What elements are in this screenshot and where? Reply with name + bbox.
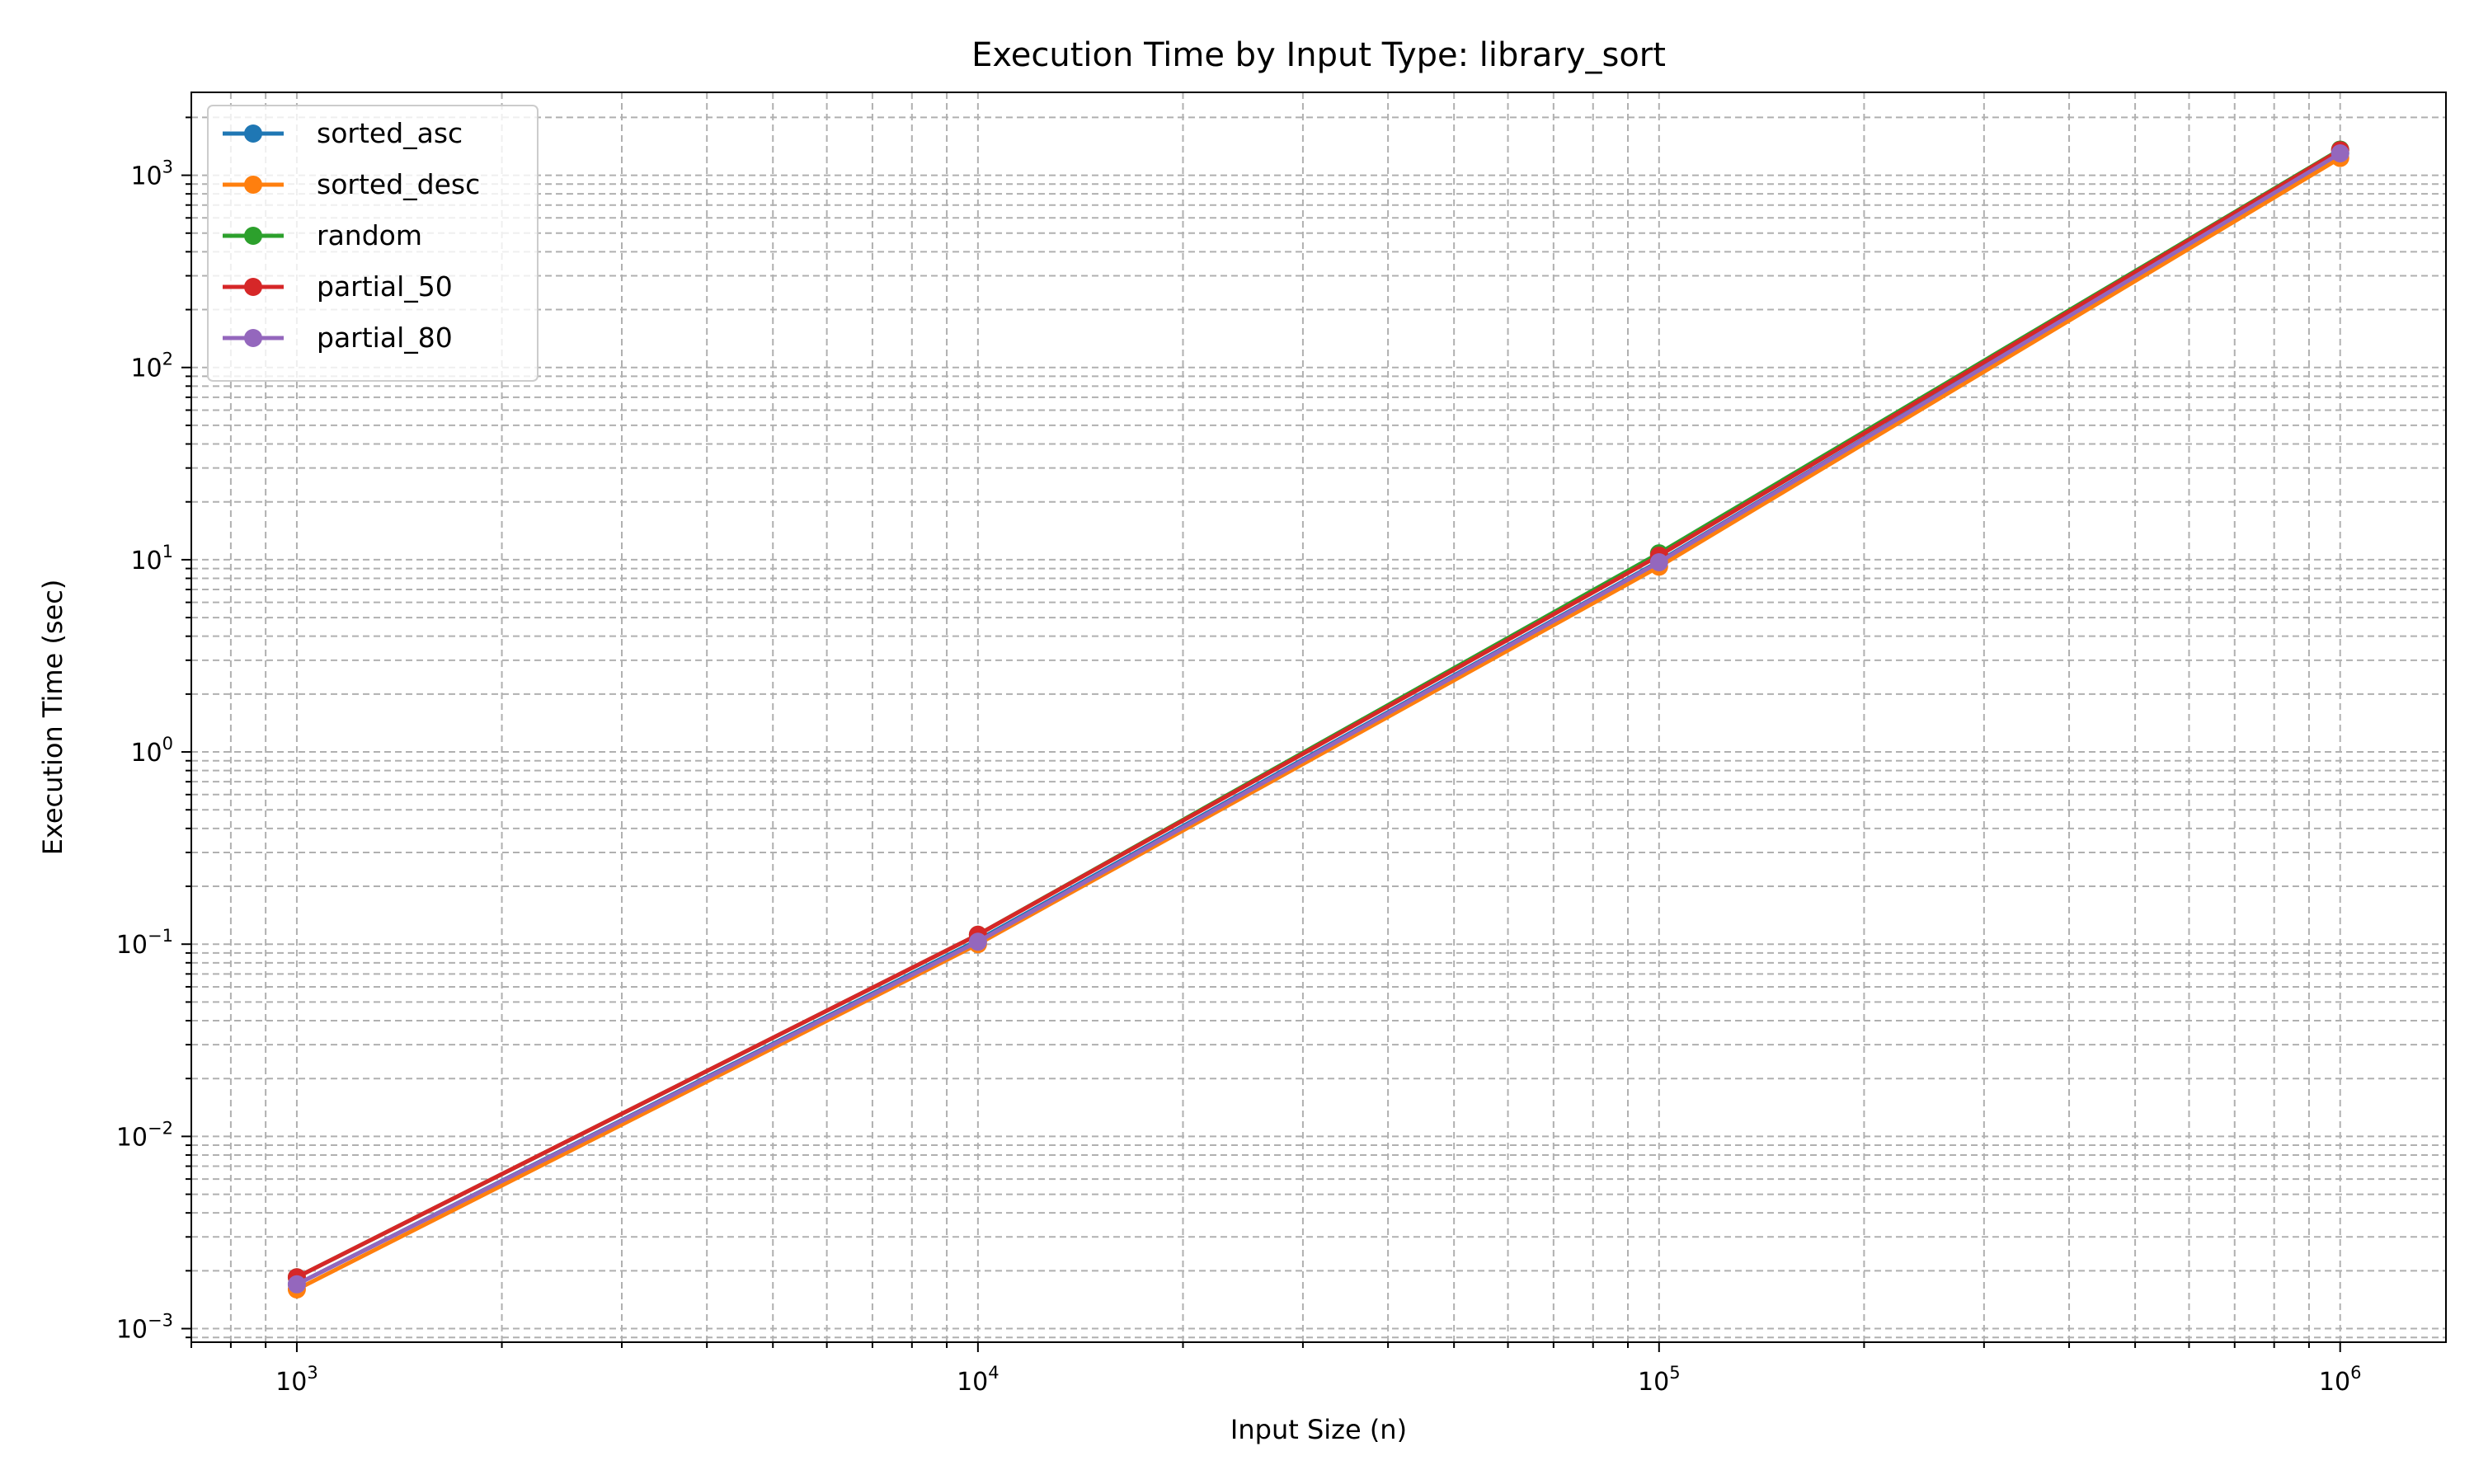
data-point bbox=[1649, 552, 1668, 571]
legend-marker bbox=[244, 329, 262, 347]
legend-label: partial_80 bbox=[317, 322, 453, 354]
y-tick-label: 103 bbox=[130, 157, 173, 191]
legend-box bbox=[207, 105, 539, 382]
chart-title: Execution Time by Input Type: library_so… bbox=[971, 36, 1666, 74]
legend-label: partial_50 bbox=[317, 270, 453, 303]
data-point bbox=[968, 932, 987, 951]
x-tick-label: 103 bbox=[275, 1363, 318, 1397]
data-point bbox=[2331, 144, 2349, 163]
plot-area bbox=[190, 92, 2447, 1343]
series-group bbox=[287, 140, 2349, 1298]
legend-item: partial_80 bbox=[223, 322, 453, 354]
legend-label: sorted_asc bbox=[317, 117, 463, 149]
y-tick-label: 10−3 bbox=[116, 1311, 173, 1345]
series-line bbox=[295, 156, 2341, 1292]
x-tick-label: 104 bbox=[957, 1363, 999, 1397]
legend-item: partial_50 bbox=[223, 270, 453, 303]
ticks bbox=[181, 116, 2341, 1352]
legend-marker bbox=[244, 278, 262, 296]
legend-label: sorted_desc bbox=[317, 168, 480, 200]
x-tick-label: 105 bbox=[1638, 1363, 1681, 1397]
y-tick-label: 100 bbox=[130, 734, 173, 768]
y-tick-label: 101 bbox=[130, 542, 173, 575]
x-axis-label: Input Size (n) bbox=[1230, 1414, 1407, 1445]
y-tick-label: 102 bbox=[130, 350, 173, 383]
legend-item: sorted_asc bbox=[223, 117, 463, 149]
y-tick-label: 10−2 bbox=[116, 1118, 173, 1152]
legend-item: random bbox=[223, 219, 422, 251]
y-tick-label: 10−1 bbox=[116, 926, 173, 960]
series-line bbox=[295, 151, 2341, 1287]
data-point bbox=[287, 1275, 306, 1294]
y-axis-label: Execution Time (sec) bbox=[37, 580, 68, 856]
legend-label: random bbox=[317, 219, 422, 251]
series-partial-80 bbox=[287, 144, 2349, 1294]
legend-item: sorted_desc bbox=[223, 168, 480, 200]
grid bbox=[190, 92, 2446, 1342]
legend-marker bbox=[244, 124, 262, 143]
series-line bbox=[295, 148, 2341, 1280]
legend-marker bbox=[244, 176, 262, 194]
legend-marker bbox=[244, 227, 262, 245]
x-tick-label: 106 bbox=[2319, 1363, 2362, 1397]
